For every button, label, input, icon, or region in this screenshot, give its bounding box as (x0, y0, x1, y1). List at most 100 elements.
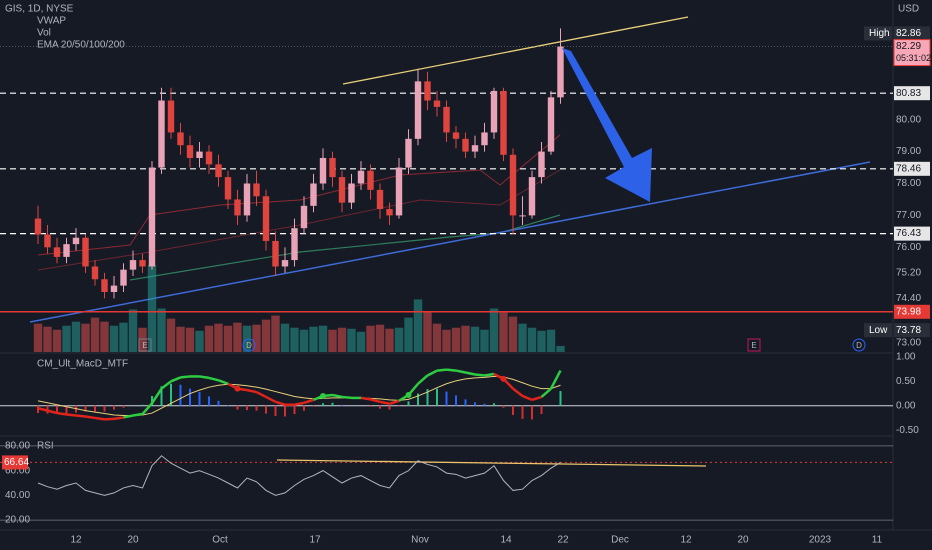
candle-body (424, 81, 431, 101)
histogram-bar (474, 402, 476, 406)
trend-line (29, 161, 871, 323)
volume-bar (147, 265, 157, 352)
arrow-drawing (562, 48, 652, 202)
indicator-title: CM_Ult_MacD_MTF (37, 359, 128, 370)
volume-bar (43, 326, 52, 352)
histogram-bar (483, 403, 486, 406)
macd-line (341, 395, 352, 400)
candle-body (433, 100, 441, 107)
macd-line (484, 372, 495, 377)
volume-bar (299, 329, 309, 352)
volume-bar (233, 322, 242, 352)
volume-bar (556, 345, 565, 352)
macd-line (199, 375, 210, 380)
price-tag-label: 82.86 (896, 28, 921, 39)
candle-body (129, 260, 137, 270)
rsi-trend-line (276, 459, 707, 467)
histogram-bar (341, 404, 343, 406)
macd-line (94, 416, 105, 421)
macd-line (150, 387, 163, 404)
trend-line (342, 16, 689, 85)
histogram-bar (531, 405, 533, 420)
histogram-bar (426, 389, 429, 406)
macd-line (75, 414, 86, 418)
candle-body (101, 279, 108, 293)
y-tick-label: 60.00 (5, 465, 30, 476)
candle-body (281, 260, 289, 267)
histogram-bar (312, 405, 315, 407)
macd-line (549, 369, 562, 390)
rsi-last-tag (2, 455, 28, 470)
macd-line (465, 371, 476, 376)
low-name: Low (869, 325, 888, 336)
volume-bar (328, 329, 337, 352)
histogram-bar (274, 405, 277, 416)
candle-body (443, 106, 450, 133)
macd-line (512, 387, 524, 397)
histogram-bar (208, 396, 210, 406)
volume-bar (71, 321, 81, 352)
currency-label: USD (898, 4, 919, 15)
volume-bar (90, 317, 100, 352)
macd-line (255, 390, 267, 399)
candle-body (139, 260, 146, 267)
candle-body (452, 132, 460, 139)
cross-dot (234, 385, 241, 392)
volume-bar (138, 327, 147, 352)
indicator-label: VWAP (37, 16, 66, 27)
candle-body (177, 132, 184, 146)
histogram-bar (265, 405, 267, 414)
candle-body (110, 285, 118, 293)
candle-body (120, 269, 127, 286)
volume-bar (214, 323, 223, 352)
macd-line (37, 406, 48, 412)
macd-line (275, 400, 286, 406)
macd-line (522, 394, 533, 402)
event-marker-icon (747, 338, 761, 352)
y-tick-label: 76.00 (896, 242, 921, 253)
x-tick-label: 20 (127, 535, 139, 546)
histogram-bar (559, 391, 562, 406)
candle-body (557, 46, 564, 98)
candle-body (348, 183, 355, 203)
histogram-bar (255, 405, 258, 411)
price-tag (894, 26, 930, 41)
last-price-label: 82.29 (896, 41, 921, 52)
y-tick-label: -0.50 (896, 425, 919, 436)
histogram-bar (284, 405, 286, 417)
low-tag (864, 323, 892, 338)
histogram-bar (56, 405, 58, 415)
histogram-bar (417, 393, 419, 406)
macd-line (123, 414, 134, 419)
volume-bar (81, 323, 90, 352)
histogram-bar (151, 395, 153, 406)
histogram-bar (246, 405, 248, 411)
histogram-bar (303, 405, 305, 411)
macd-line (446, 368, 457, 372)
volume-bar (356, 331, 366, 352)
macd-line (141, 402, 153, 415)
histogram-bar (113, 405, 115, 410)
histogram-bar (189, 388, 191, 406)
candle-body (224, 177, 232, 200)
event-marker-icon (852, 338, 866, 352)
volume-bar (309, 326, 318, 352)
y-tick-label: 73.00 (896, 338, 921, 349)
volume-bar (280, 323, 290, 352)
symbol-title: GIS, 1D, NYSE (5, 4, 74, 15)
volume-bar (100, 321, 109, 352)
histogram-bar (521, 405, 524, 419)
candle-body (167, 100, 175, 133)
histogram-bar (179, 384, 182, 406)
candle-body (528, 177, 536, 216)
candle-body (148, 167, 156, 267)
histogram-bar (455, 395, 457, 406)
price-tag (894, 161, 930, 176)
histogram-bar (94, 405, 96, 412)
candle-body (310, 183, 317, 206)
volume-bar (394, 327, 404, 352)
x-tick-label: 2023 (809, 535, 832, 546)
histogram-bar (198, 392, 201, 406)
high-name: High (869, 28, 890, 39)
